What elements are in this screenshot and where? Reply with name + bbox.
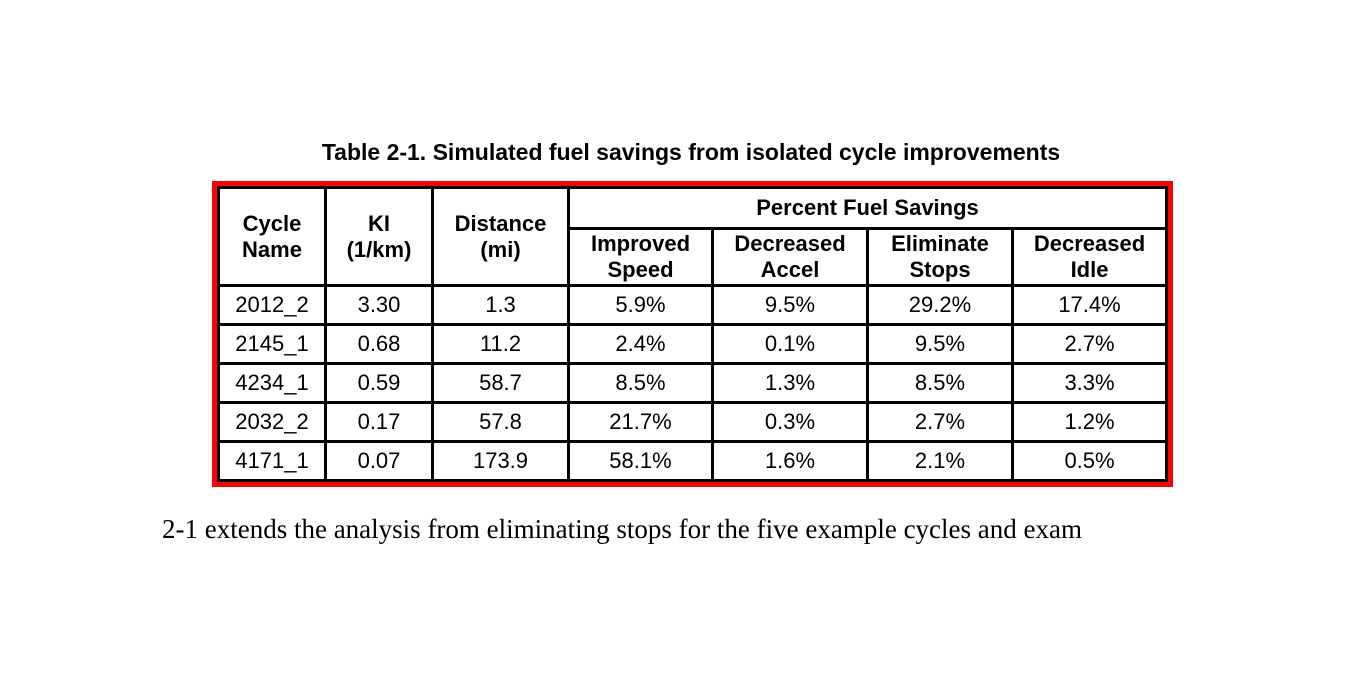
table-row: 2012_2 3.30 1.3 5.9% 9.5% 29.2% 17.4%	[217, 284, 1169, 326]
cell-decreased-idle: 17.4%	[1010, 284, 1169, 326]
cell-decreased-accel: 0.1%	[711, 323, 869, 365]
cell-improved-speed: 58.1%	[567, 440, 714, 482]
cell-eliminate-stops: 8.5%	[866, 362, 1014, 404]
cell-decreased-accel: 1.3%	[711, 362, 869, 404]
cell-decreased-idle: 2.7%	[1010, 323, 1169, 365]
fuel-savings-table: Cycle Name KI (1/km) Distance (mi) Perce…	[217, 186, 1169, 482]
cell-improved-speed: 2.4%	[567, 323, 714, 365]
cell-eliminate-stops: 9.5%	[866, 323, 1014, 365]
header-row-group: Cycle Name KI (1/km) Distance (mi) Perce…	[217, 186, 1169, 287]
cell-decreased-idle: 1.2%	[1010, 401, 1169, 443]
body-text: 2-1 extends the analysis from eliminatin…	[162, 514, 1082, 544]
header-cell-distance: Distance (mi)	[431, 186, 570, 287]
cell-distance: 11.2	[431, 323, 570, 365]
header-cell-cycle-name: Cycle Name	[217, 186, 327, 287]
cell-decreased-accel: 9.5%	[711, 284, 869, 326]
table-row: 2032_2 0.17 57.8 21.7% 0.3% 2.7% 1.2%	[217, 401, 1169, 443]
cell-cycle-name: 2145_1	[217, 323, 327, 365]
table-row: 4234_1 0.59 58.7 8.5% 1.3% 8.5% 3.3%	[217, 362, 1169, 404]
cell-ki: 0.68	[324, 323, 434, 365]
cell-distance: 173.9	[431, 440, 570, 482]
cell-improved-speed: 21.7%	[567, 401, 714, 443]
cell-cycle-name: 2012_2	[217, 284, 327, 326]
table-row: 4171_1 0.07 173.9 58.1% 1.6% 2.1% 0.5%	[217, 440, 1169, 482]
cell-ki: 0.07	[324, 440, 434, 482]
cell-eliminate-stops: 2.1%	[866, 440, 1014, 482]
cell-decreased-accel: 1.6%	[711, 440, 869, 482]
cell-improved-speed: 5.9%	[567, 284, 714, 326]
cell-cycle-name: 4234_1	[217, 362, 327, 404]
table-red-frame: Cycle Name KI (1/km) Distance (mi) Perce…	[212, 181, 1174, 487]
header-cell-decreased-idle: Decreased Idle	[1010, 227, 1169, 287]
cell-decreased-accel: 0.3%	[711, 401, 869, 443]
cell-cycle-name: 2032_2	[217, 401, 327, 443]
cell-distance: 57.8	[431, 401, 570, 443]
cell-improved-speed: 8.5%	[567, 362, 714, 404]
cell-ki: 3.30	[324, 284, 434, 326]
cell-distance: 58.7	[431, 362, 570, 404]
header-cell-decreased-accel: Decreased Accel	[711, 227, 869, 287]
cell-cycle-name: 4171_1	[217, 440, 327, 482]
cell-eliminate-stops: 2.7%	[866, 401, 1014, 443]
header-cell-percent-fuel-savings: Percent Fuel Savings	[566, 186, 1169, 230]
cell-ki: 0.59	[324, 362, 434, 404]
table-title: Table 2-1. Simulated fuel savings from i…	[321, 139, 1061, 165]
cell-distance: 1.3	[431, 284, 570, 326]
header-cell-ki: KI (1/km)	[324, 186, 434, 287]
cell-eliminate-stops: 29.2%	[866, 284, 1014, 326]
header-row-sub: Improved Speed Decreased Accel Eliminate…	[219, 227, 1169, 287]
table-row: 2145_1 0.68 11.2 2.4% 0.1% 9.5% 2.7%	[217, 323, 1169, 365]
header-cell-eliminate-stops: Eliminate Stops	[866, 227, 1014, 287]
cell-ki: 0.17	[324, 401, 434, 443]
cell-decreased-idle: 0.5%	[1010, 440, 1169, 482]
header-cell-improved-speed: Improved Speed	[567, 227, 714, 287]
cell-decreased-idle: 3.3%	[1010, 362, 1169, 404]
